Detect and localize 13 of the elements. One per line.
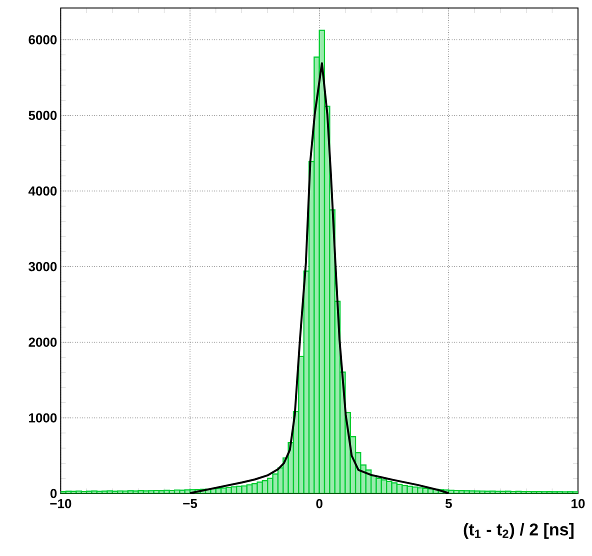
x-tick-label: −10	[50, 499, 72, 508]
y-tick-label: 2000	[28, 338, 57, 347]
y-tick-label: 0	[50, 488, 57, 498]
y-tick-label: 3000	[28, 262, 57, 272]
y-tick-label: 6000	[28, 35, 57, 44]
x-tick-label: 5	[445, 499, 452, 508]
y-tick-label: 5000	[28, 110, 57, 120]
y-tick-label: 1000	[29, 413, 57, 422]
x-tick-label: −5	[183, 499, 198, 508]
x-tick-label: 10	[572, 499, 585, 508]
x-tick-label: 0	[316, 499, 322, 508]
x-axis-title: (t$_{1}$ - t$_{2}$) / 2 [ns]	[464, 523, 574, 539]
y-tick-label: 4000	[28, 186, 57, 196]
